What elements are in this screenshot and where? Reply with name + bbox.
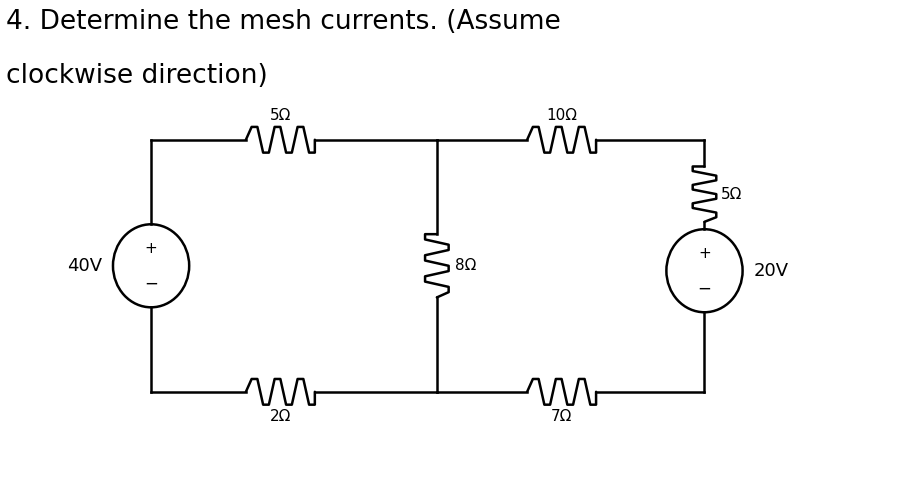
- Text: +: +: [145, 241, 157, 256]
- Text: 10Ω: 10Ω: [546, 108, 577, 123]
- Text: 20V: 20V: [753, 262, 789, 280]
- Text: 7Ω: 7Ω: [551, 409, 572, 423]
- Text: +: +: [698, 246, 711, 261]
- Text: clockwise direction): clockwise direction): [6, 63, 268, 88]
- Text: 4. Determine the mesh currents. (Assume: 4. Determine the mesh currents. (Assume: [6, 9, 561, 35]
- Text: 5Ω: 5Ω: [721, 187, 743, 202]
- Text: 8Ω: 8Ω: [455, 258, 476, 273]
- Text: 2Ω: 2Ω: [269, 409, 291, 423]
- Text: 5Ω: 5Ω: [269, 108, 291, 123]
- Text: −: −: [698, 279, 712, 297]
- Text: −: −: [144, 274, 158, 292]
- Text: 40V: 40V: [67, 257, 102, 275]
